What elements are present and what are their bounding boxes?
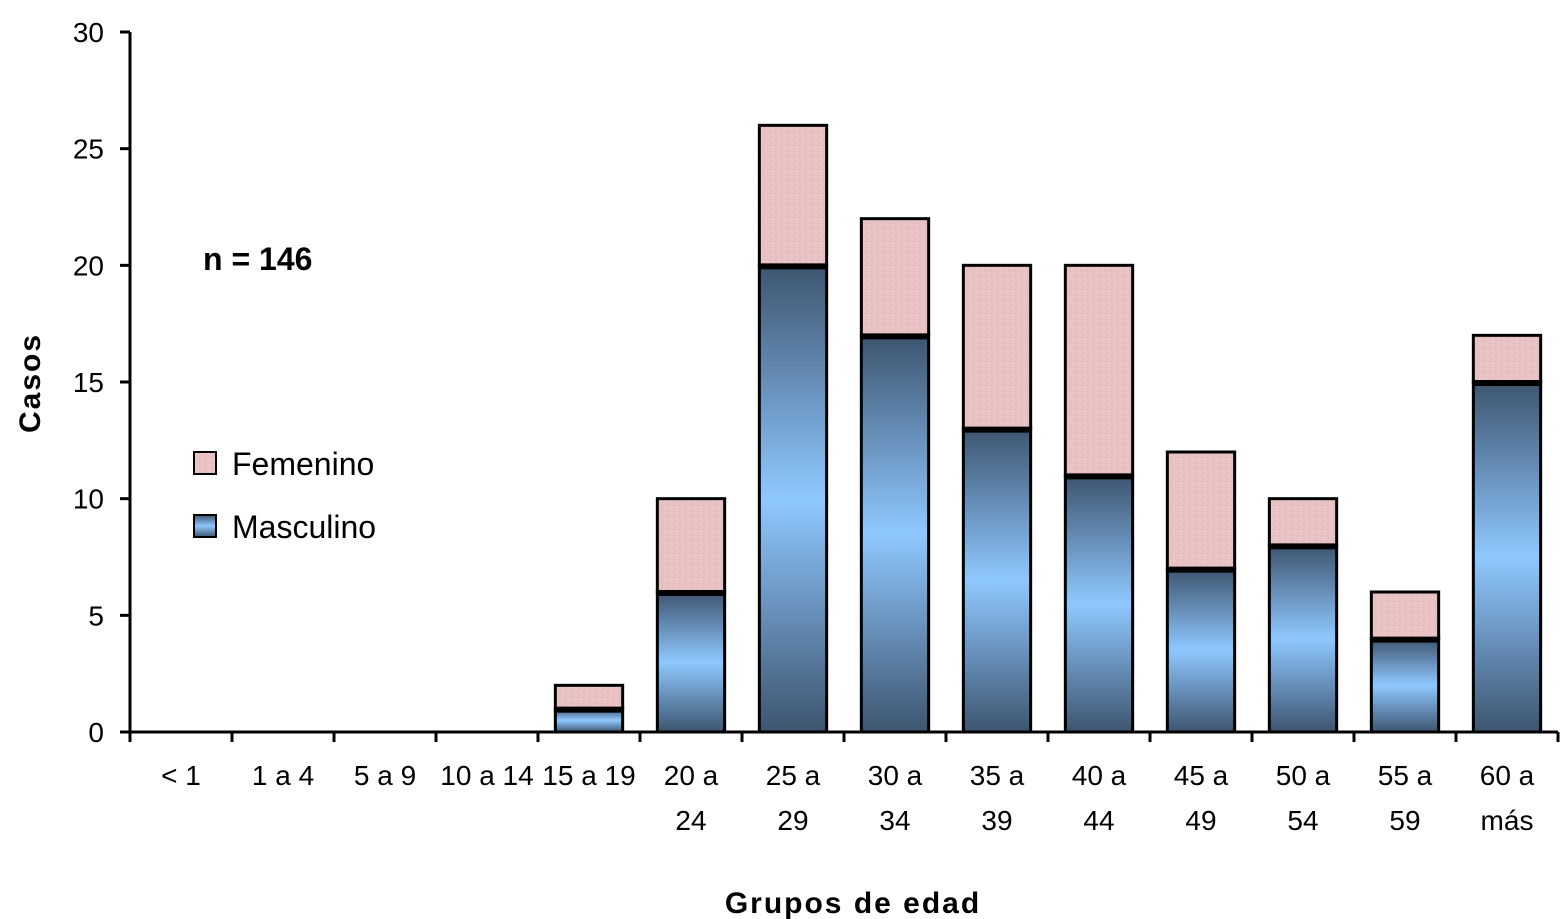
x-axis-title: Grupos de edad [725,887,981,919]
y-tick-label: 10 [73,484,104,515]
x-tick-label: 20 a 24 [664,760,719,836]
legend-label-femenino: Femenino [232,446,374,482]
legend-swatch-femenino [193,451,217,475]
bar-femenino [1063,263,1135,477]
legend-label-masculino: Masculino [232,509,376,545]
bar-femenino [859,217,931,337]
y-axis: 0 5 10 15 20 25 30 [73,17,132,748]
bar-masculino [859,333,931,734]
bar-femenino [1267,497,1339,547]
x-tick-label: 30 a 34 [868,760,923,836]
x-tick-label: 55 a 59 [1378,760,1433,836]
x-tick-label: 15 a 19 [542,760,635,791]
bars [553,123,1543,734]
x-tick-label: 35 a 39 [970,760,1025,836]
bar-masculino [1165,567,1237,734]
x-tick-label: < 1 [161,760,201,791]
y-tick-label: 15 [73,367,104,398]
legend-item-femenino: Femenino [193,446,374,482]
sample-size-annotation: n = 146 [203,241,312,277]
bar-femenino [961,263,1033,431]
x-axis: < 1 1 a 4 5 a 9 10 a 14 15 a 19 20 a 24 25 a 29 3… [128,730,1560,836]
bar-femenino [1165,450,1237,571]
x-tick-label: 40 a 44 [1072,760,1127,836]
x-tick-label: 50 a 54 [1276,760,1331,836]
x-tick-label: 5 a 9 [354,760,416,791]
bar-masculino [1063,473,1135,734]
bar-femenino [1471,333,1543,384]
bar-masculino [655,590,727,734]
bar-femenino [655,497,727,594]
x-tick-label: 45 a 49 [1174,760,1229,836]
y-tick-label: 0 [88,717,104,748]
bar-femenino [1369,590,1441,641]
bar-masculino [1471,380,1543,734]
y-tick-label: 5 [88,600,104,631]
legend: Femenino Masculino [193,446,376,545]
legend-swatch-masculino [193,514,217,538]
y-tick-label: 20 [73,250,104,281]
y-tick-label: 30 [73,17,104,48]
bar-masculino [961,427,1033,734]
legend-item-masculino: Masculino [193,509,376,545]
bar-femenino [553,683,625,711]
x-tick-label: 60 a más [1480,760,1535,836]
y-axis-title: Casos [14,333,47,433]
bar-femenino [757,123,829,267]
x-tick-label: 1 a 4 [252,760,314,791]
x-tick-label: 25 a 29 [766,760,821,836]
y-tick-label: 25 [73,134,104,165]
bar-masculino [757,263,829,734]
bar-masculino [1369,637,1441,734]
bar-masculino [1267,543,1339,734]
x-tick-label: 10 a 14 [440,760,533,791]
